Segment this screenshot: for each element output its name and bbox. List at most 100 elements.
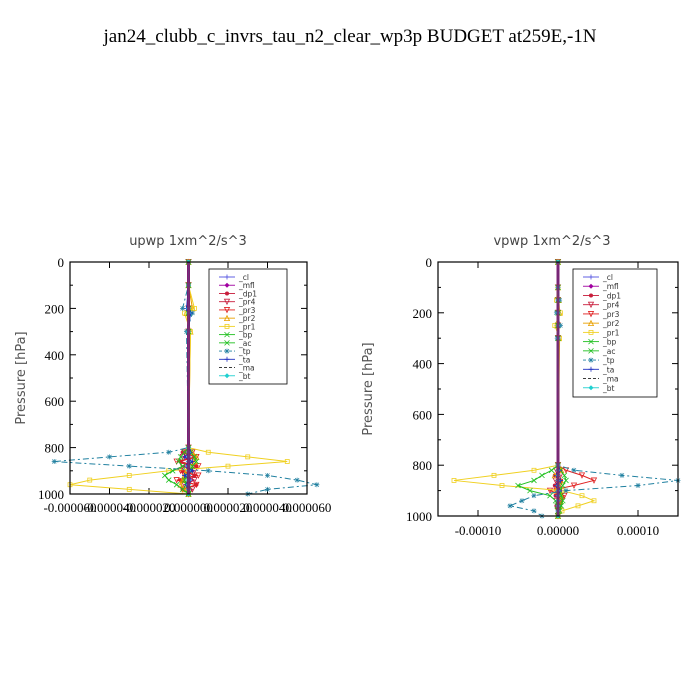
- data-point-pr1: [579, 493, 585, 499]
- x-tick-label: 0.000000: [164, 500, 213, 515]
- data-point-pr4: [191, 477, 198, 484]
- legend-marker: [588, 385, 594, 391]
- legend-item-label: _pr4: [602, 301, 620, 310]
- data-point-pr1: [451, 478, 457, 483]
- legend-item-label: _pr2: [238, 314, 256, 323]
- legend-marker: [589, 293, 593, 298]
- data-point-pr1: [575, 503, 581, 509]
- y-tick-label: 1000: [406, 509, 432, 524]
- legend-marker: [224, 356, 230, 362]
- data-point-pr1: [205, 449, 211, 455]
- data-point-bp: [548, 467, 555, 474]
- legend-item-label: _ta: [238, 355, 250, 364]
- data-point-tp: [619, 472, 625, 478]
- data-point-tp: [519, 498, 525, 504]
- x-tick-label: -0.000060: [43, 500, 96, 515]
- chart-1: upwp 1xm^2/s^3 Pressure [hPa] 0 200 400 600 80…: [14, 234, 331, 515]
- data-point-pr1: [491, 472, 497, 478]
- legend-marker: [223, 314, 231, 322]
- legend-item-label: _ta: [602, 365, 614, 374]
- legend-marker: [588, 338, 594, 345]
- legend-item-label: _dp1: [602, 291, 621, 300]
- legend-marker: [224, 348, 230, 354]
- data-point-pr1: [531, 467, 537, 473]
- data-point-bp: [181, 449, 188, 456]
- legend-item-label: _pr4: [238, 298, 256, 307]
- legend-item-label: _mfl: [602, 282, 619, 291]
- legend-item-label: _cl: [602, 273, 613, 282]
- y-axis-label: Pressure [hPa]: [361, 342, 376, 435]
- legend-item-label: _ma: [602, 375, 619, 384]
- legend-item-label: _bt: [602, 384, 615, 393]
- legend: _cl_mfl_dp1_pr4_pr3_pr2_pr1_bp_ac_tp_ta_…: [572, 268, 658, 398]
- legend-marker: [224, 331, 230, 338]
- legend-item-label: _pr3: [238, 306, 256, 315]
- data-point-tp: [265, 486, 270, 492]
- data-point-pr1: [499, 483, 505, 488]
- legend-item-label: _tp: [602, 356, 615, 365]
- data-point-pr1: [87, 477, 93, 483]
- data-point-bp: [165, 477, 172, 483]
- data-point-tp: [51, 459, 57, 465]
- x-tick-label: 0.00000: [537, 523, 579, 538]
- x-tick-label: 0.000060: [283, 500, 332, 515]
- legend-marker: [587, 311, 595, 318]
- chart-title: upwp 1xm^2/s^3: [129, 234, 247, 249]
- y-tick-label: 1000: [38, 487, 64, 502]
- legend-item-label: _bt: [238, 372, 251, 381]
- x-tick-label: -0.000040: [83, 500, 136, 515]
- data-point-ac: [181, 477, 188, 483]
- legend-marker: [224, 340, 230, 346]
- data-point-tp: [180, 305, 186, 311]
- data-point-bp: [531, 477, 537, 484]
- data-point-ac: [191, 454, 198, 460]
- legend-item-label: _bp: [238, 331, 253, 340]
- data-point-pr3: [173, 477, 180, 484]
- data-point-bp: [175, 458, 182, 465]
- legend-marker: [588, 348, 594, 354]
- data-point-tp: [635, 483, 641, 489]
- y-tick-label: 0: [58, 255, 65, 270]
- x-tick-label: 0.00010: [617, 523, 659, 538]
- legend-marker: [224, 373, 230, 379]
- chart-2: vpwp 1xm^2/s^3 Pressure [hPa] 0 200 400 600 80…: [361, 234, 681, 538]
- legend-item-label: _bp: [602, 338, 617, 347]
- plot-frame: [69, 261, 308, 495]
- x-tick-label: 0.000020: [204, 500, 253, 515]
- y-axis-label: Pressure [hPa]: [14, 331, 29, 424]
- data-point-pr3: [181, 449, 188, 456]
- y-tick-label: 800: [413, 458, 433, 473]
- page-title: jan24_clubb_c_invrs_tau_n2_clear_wp3p BU…: [102, 26, 596, 47]
- data-point-bp: [527, 487, 533, 494]
- x-tick-label: 0.000040: [243, 500, 292, 515]
- plot-frame: [437, 261, 679, 517]
- data-point-tp: [507, 503, 513, 509]
- data-point-tp: [531, 508, 537, 514]
- data-point-tp: [531, 493, 537, 499]
- data-point-tp: [166, 449, 172, 455]
- legend-marker: [223, 298, 231, 306]
- data-point-pr1: [284, 459, 290, 464]
- legend-marker: [224, 323, 230, 329]
- legend-item-label: _dp1: [238, 289, 257, 298]
- legend-marker: [224, 282, 230, 288]
- y-tick-label: 600: [45, 394, 65, 409]
- data-point-ac: [560, 497, 566, 504]
- data-point-bp: [547, 492, 553, 499]
- data-point-ac: [561, 472, 568, 479]
- legend-box: [572, 268, 658, 398]
- data-point-ac: [560, 482, 566, 489]
- legend-item-label: _pr2: [602, 319, 620, 328]
- data-point-pr1: [245, 454, 251, 460]
- data-point-pr3: [561, 492, 568, 500]
- data-point-pr1: [225, 463, 231, 469]
- data-point-bp: [179, 463, 186, 469]
- legend-marker: [588, 357, 594, 363]
- data-point-bp: [539, 472, 545, 479]
- data-point-tp: [205, 468, 211, 474]
- y-tick-label: 400: [413, 357, 433, 372]
- legend-item-label: _ac: [602, 347, 615, 356]
- x-tick-label: -0.00010: [455, 523, 502, 538]
- data-point-pr3: [578, 472, 586, 479]
- data-point-ac: [193, 458, 200, 465]
